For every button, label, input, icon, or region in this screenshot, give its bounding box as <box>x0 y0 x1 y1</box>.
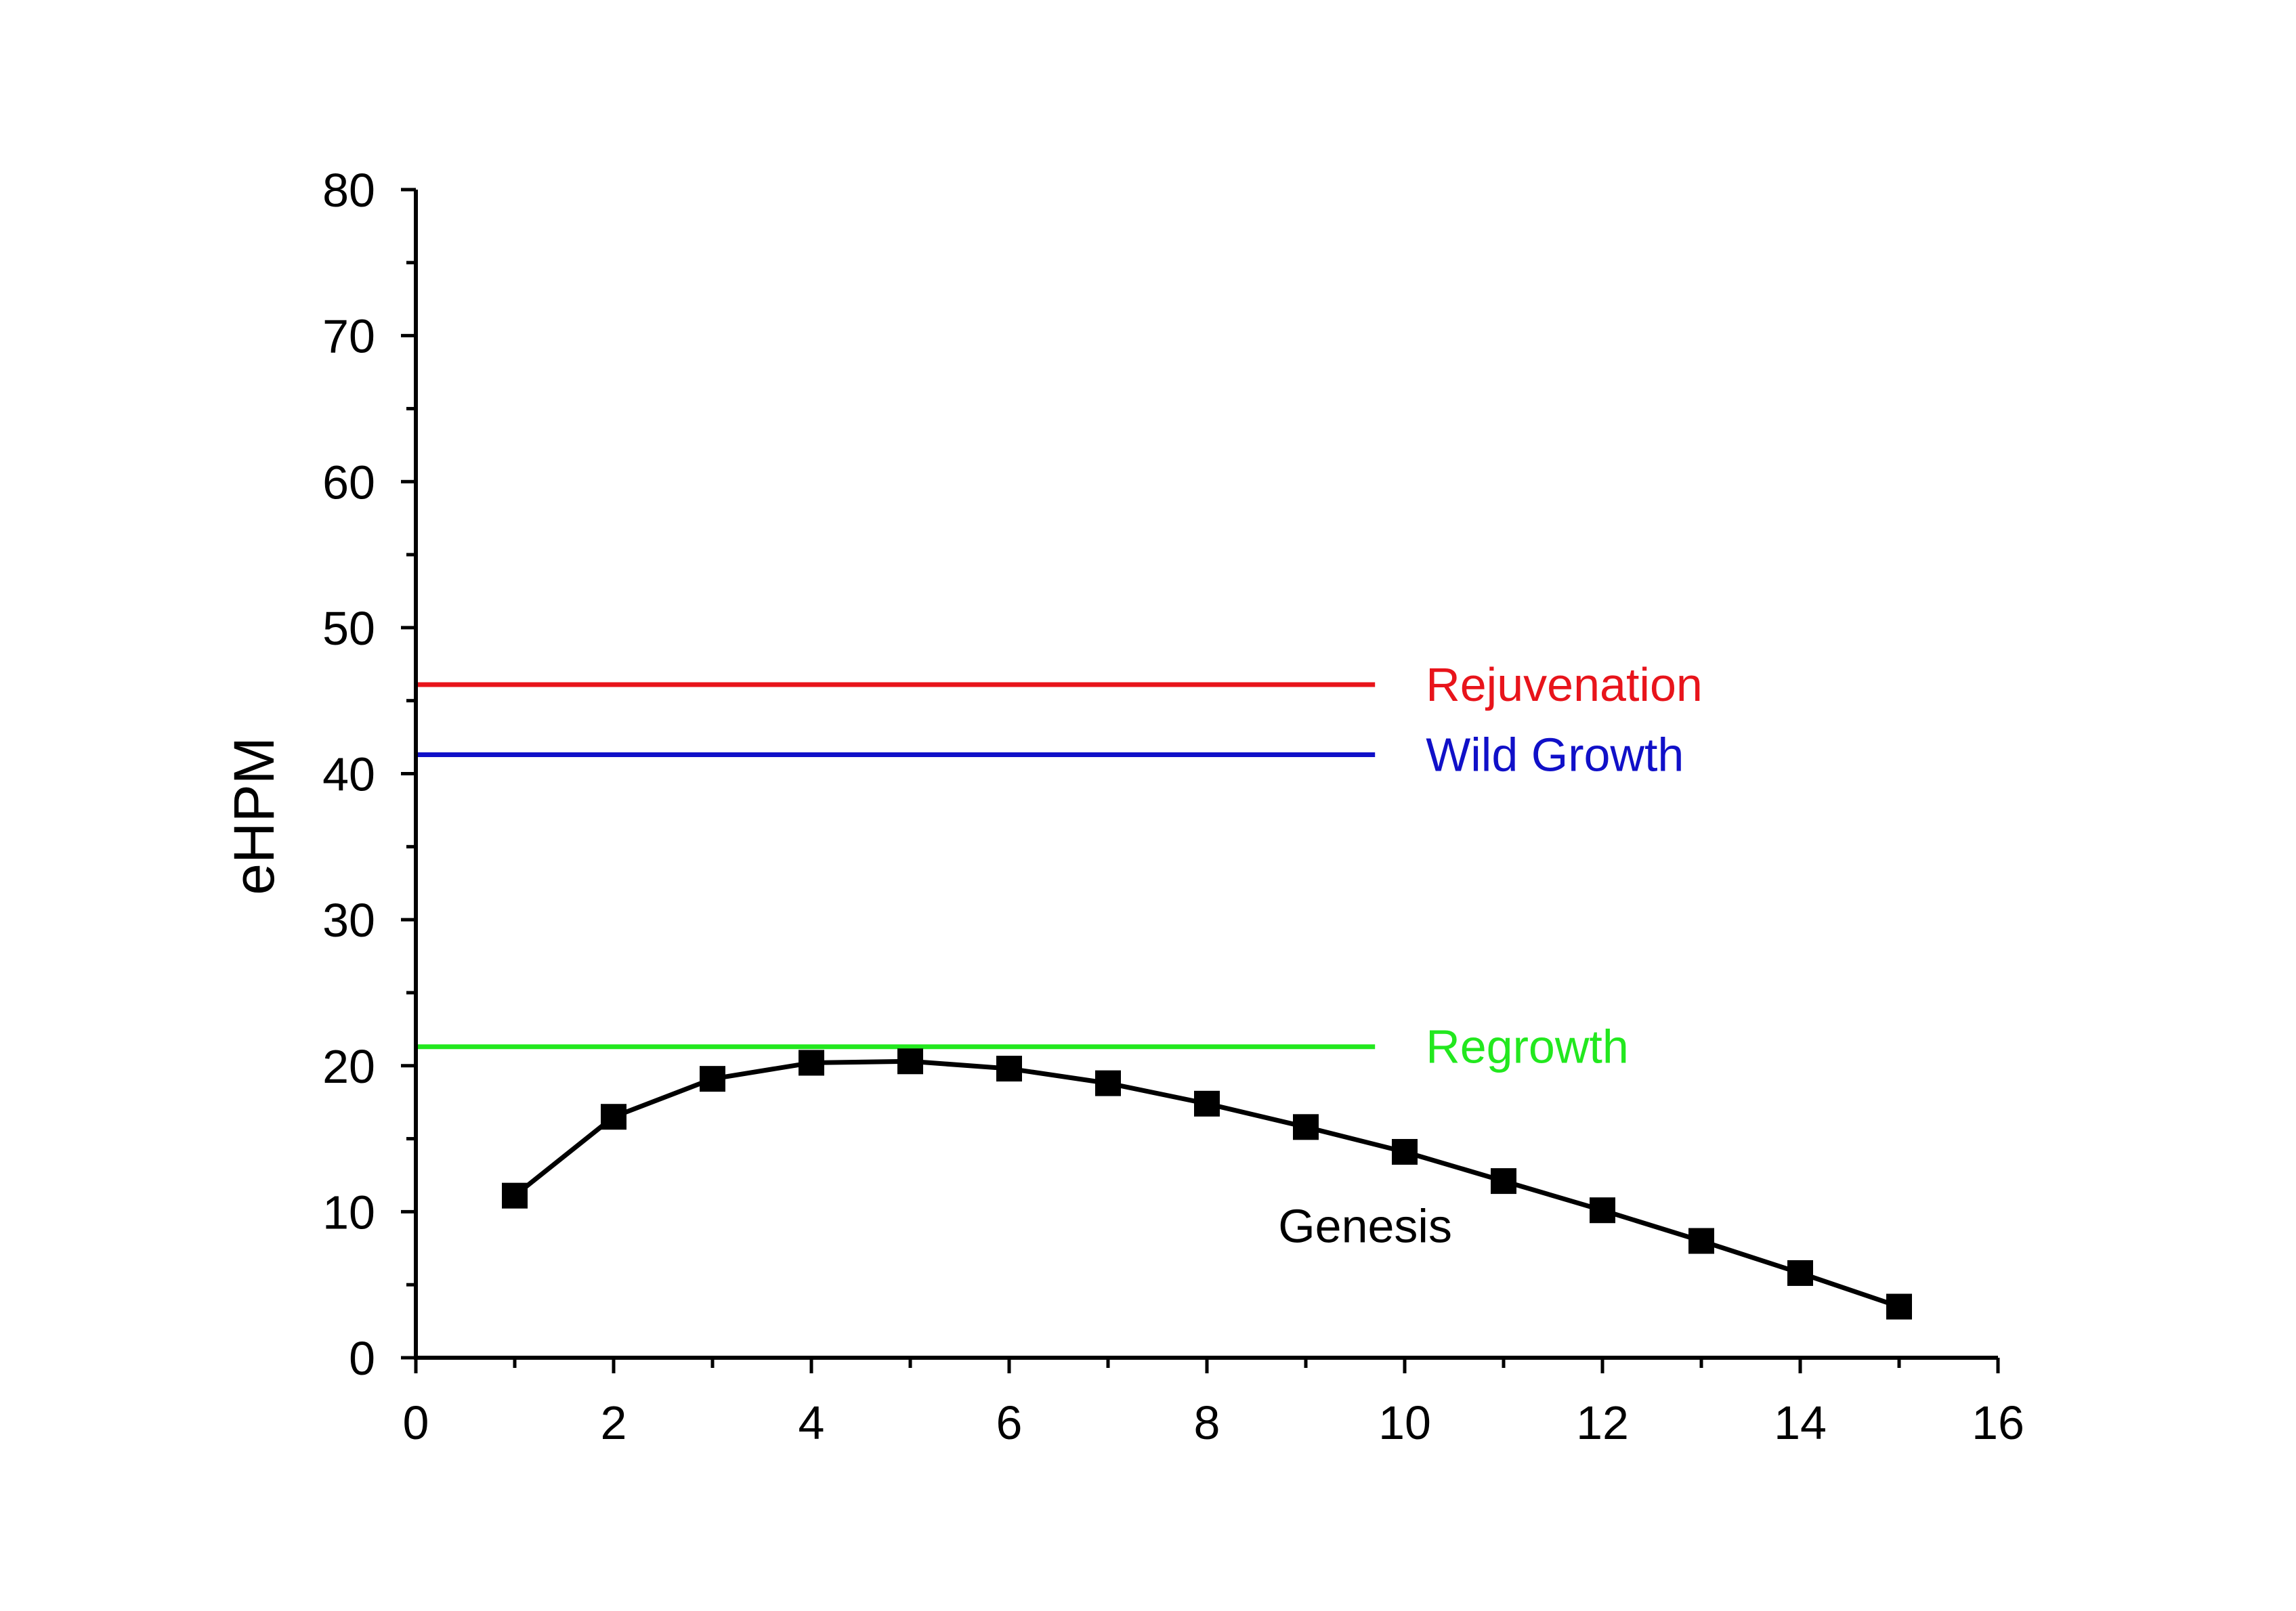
x-tick-label: 2 <box>601 1396 627 1449</box>
reference-lines <box>416 682 1376 1050</box>
y-tick-label: 60 <box>322 456 375 509</box>
x-tick-label: 4 <box>799 1396 825 1449</box>
x-tick-label: 16 <box>1972 1396 2024 1449</box>
data-point <box>502 1182 528 1209</box>
reference-line-label: Regrowth <box>1426 1021 1629 1073</box>
data-point <box>996 1056 1022 1082</box>
x-ticks: 0 2 4 6 8 10 12 14 16 <box>403 1358 2024 1449</box>
y-ticks: 0 10 20 30 40 50 60 70 80 <box>322 164 416 1385</box>
x-tick-label: 10 <box>1378 1396 1431 1449</box>
y-axis-title: eHPM <box>222 737 286 895</box>
data-point <box>700 1066 725 1092</box>
data-point <box>1491 1168 1516 1195</box>
data-point <box>601 1104 626 1130</box>
data-point <box>1392 1138 1418 1165</box>
x-tick-label: 6 <box>996 1396 1023 1449</box>
y-tick-label: 50 <box>322 602 375 655</box>
series-labels: Rejuvenation Wild Growth Regrowth Genesis <box>1278 658 1703 1253</box>
y-tick-label: 40 <box>322 748 375 801</box>
x-tick-label: 0 <box>403 1396 429 1449</box>
data-point <box>1688 1228 1714 1254</box>
y-tick-label: 0 <box>349 1332 375 1385</box>
reference-line-label: Rejuvenation <box>1426 658 1703 711</box>
reference-line-label: Wild Growth <box>1426 728 1684 781</box>
data-point <box>1095 1070 1121 1096</box>
x-tick-label: 14 <box>1774 1396 1827 1449</box>
data-point <box>897 1048 923 1075</box>
y-tick-label: 20 <box>322 1040 375 1093</box>
x-tick-label: 12 <box>1576 1396 1629 1449</box>
data-point <box>1590 1197 1615 1224</box>
data-point <box>1886 1293 1912 1320</box>
data-point <box>1194 1090 1220 1117</box>
y-tick-label: 80 <box>322 164 375 217</box>
data-point <box>1787 1260 1813 1286</box>
y-tick-label: 10 <box>322 1186 375 1239</box>
x-tick-label: 8 <box>1194 1396 1220 1449</box>
data-point <box>1293 1114 1319 1140</box>
y-tick-label: 30 <box>322 894 375 947</box>
y-tick-label: 70 <box>322 310 375 363</box>
series-label: Genesis <box>1278 1200 1452 1253</box>
series-markers <box>502 1048 1912 1320</box>
data-point <box>799 1050 824 1076</box>
